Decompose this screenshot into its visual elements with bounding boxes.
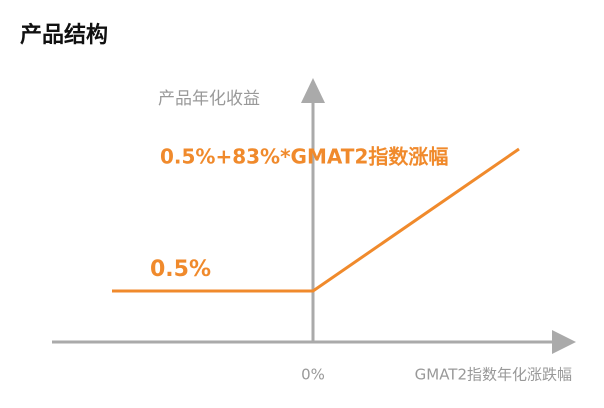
origin-label: 0% bbox=[301, 366, 325, 384]
y-axis-label: 产品年化收益 bbox=[158, 89, 260, 109]
formula-label: 0.5%+83%*GMAT2指数涨幅 bbox=[160, 145, 448, 169]
payoff-line bbox=[112, 147, 520, 293]
y-axis-arrow bbox=[301, 78, 325, 103]
x-axis-arrow bbox=[552, 330, 576, 354]
title: 产品结构 bbox=[20, 22, 108, 48]
x-axis-label: GMAT2指数年化涨跌幅 bbox=[415, 366, 572, 384]
floor-label: 0.5% bbox=[150, 257, 211, 282]
